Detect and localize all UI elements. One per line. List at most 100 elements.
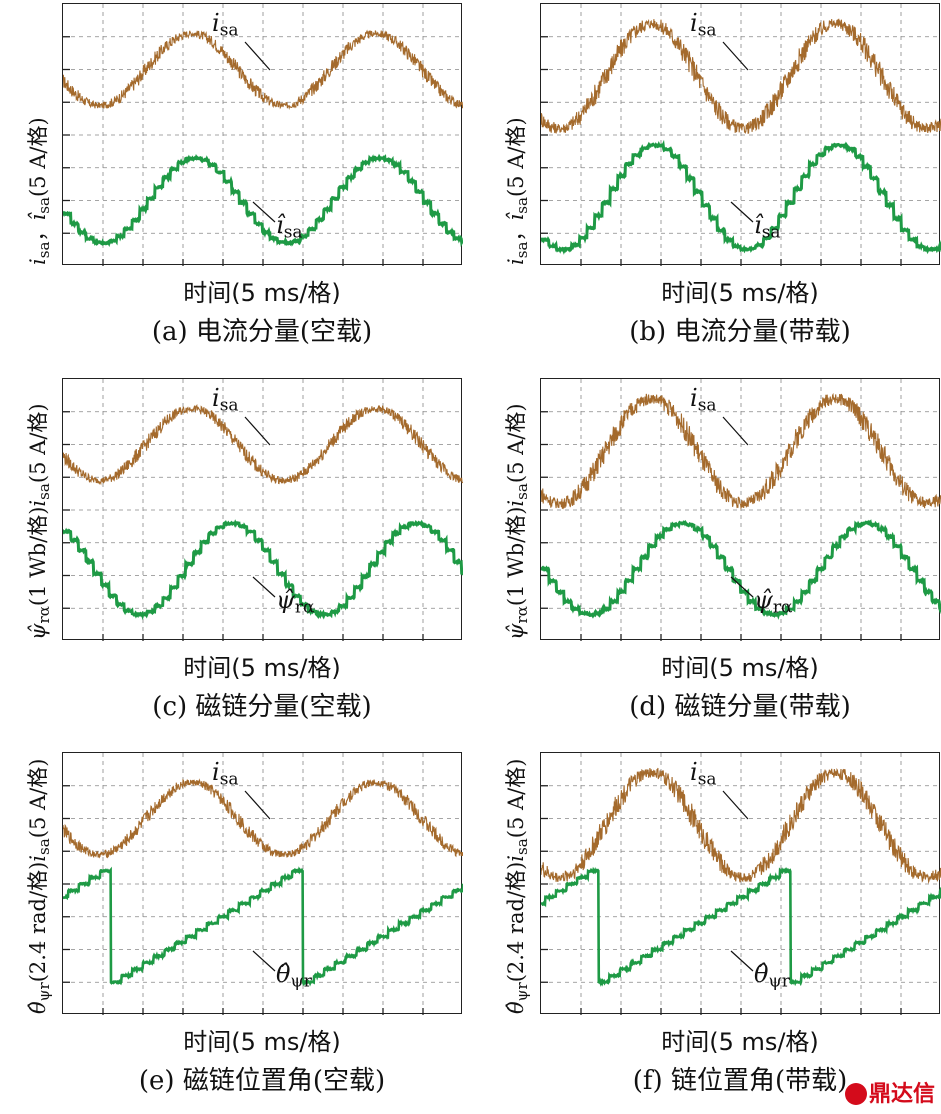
caption-b: (b) 电流分量(带载) bbox=[629, 317, 851, 347]
leader-top bbox=[244, 416, 271, 446]
oscilloscope-c bbox=[62, 378, 463, 641]
caption-d: (d) 磁链分量(带载) bbox=[629, 692, 851, 722]
label-isa-subscript: sa bbox=[697, 395, 717, 416]
label-isa-subscript: sa bbox=[697, 769, 717, 790]
label-isa-symbol: i bbox=[212, 9, 220, 37]
leader-bottom bbox=[730, 201, 754, 223]
label-estimate-symbol: θ̂ bbox=[754, 960, 769, 988]
ylabel-scale-1: (2.4 rad/格) bbox=[504, 861, 528, 983]
y-axis-label-d: ψ̂rα(1 Wb/格)isa(5 A/格) bbox=[500, 403, 531, 640]
label-isa-symbol: i bbox=[690, 9, 698, 37]
ylabel-separator: ， bbox=[504, 220, 528, 242]
ylabel-scale-1: (1 Wb/格) bbox=[26, 506, 50, 607]
leader-bottom bbox=[730, 576, 754, 598]
annotation-top-e: isa bbox=[212, 758, 239, 789]
ylabel-symbol-1: θ̂ bbox=[26, 1001, 50, 1014]
label-estimate-subscript: ψr bbox=[768, 971, 790, 992]
ylabel-symbol-1: θ̂ bbox=[504, 1001, 528, 1014]
label-estimate-symbol: î bbox=[754, 211, 762, 239]
label-estimate: îsa bbox=[754, 211, 781, 243]
label-isa: isa bbox=[212, 9, 239, 41]
brand-logo-icon bbox=[844, 1083, 867, 1105]
oscilloscope-e bbox=[62, 752, 463, 1015]
ylabel-scale-2: (5 A/格) bbox=[26, 403, 50, 484]
y-axis-label-b: isa，îsa(5 A/格) bbox=[500, 117, 531, 265]
y-axis-label-c: ψ̂rα(1 Wb/格)isa(5 A/格) bbox=[22, 403, 53, 640]
leader-bottom bbox=[252, 201, 276, 223]
label-estimate-symbol: ψ̂ bbox=[276, 586, 295, 614]
series-estimate-b bbox=[541, 139, 941, 255]
label-estimate-subscript: sa bbox=[283, 222, 303, 243]
caption-f: (f) 链位置角(带载) bbox=[632, 1066, 848, 1096]
plot-area-d bbox=[541, 379, 941, 641]
ylabel-subscript-2: sa bbox=[512, 838, 531, 855]
label-isa: isa bbox=[690, 758, 717, 790]
series-angle-e bbox=[63, 866, 463, 987]
annotation-top-f: isa bbox=[690, 758, 717, 789]
ylabel-symbol-2: î bbox=[504, 213, 528, 221]
ylabel-symbol-2: i bbox=[504, 855, 528, 862]
label-isa: isa bbox=[212, 384, 239, 416]
ylabel-scale-2: (5 A/格) bbox=[504, 117, 528, 198]
caption-e: (e) 磁链位置角(空载) bbox=[138, 1066, 386, 1096]
series-current-d bbox=[541, 392, 941, 510]
y-axis-label-e: θ̂ψr(2.4 rad/格)isa(5 A/格) bbox=[22, 759, 53, 1014]
label-estimate-subscript: rα bbox=[772, 597, 793, 618]
label-isa: isa bbox=[212, 758, 239, 789]
ylabel-symbol-2: i bbox=[26, 855, 50, 862]
ylabel-scale-2: (5 A/格) bbox=[504, 403, 528, 484]
plot-area-b bbox=[541, 4, 941, 266]
series-current-a bbox=[63, 29, 463, 111]
leader-top bbox=[722, 41, 749, 71]
brand-watermark: 鼎达信 bbox=[844, 1076, 935, 1108]
brand-name: 鼎达信 bbox=[868, 1082, 935, 1107]
series-current-e bbox=[63, 778, 463, 859]
ylabel-scale-2: (5 A/格) bbox=[26, 117, 50, 198]
ylabel-symbol-2: i bbox=[26, 499, 50, 507]
label-isa-symbol: i bbox=[212, 758, 220, 786]
label-isa-subscript: sa bbox=[219, 20, 239, 41]
oscilloscope-f bbox=[540, 752, 941, 1015]
ylabel-subscript-2: sa bbox=[34, 483, 53, 500]
leader-bottom bbox=[252, 950, 276, 972]
x-axis-label-b: 时间(5 ms/格) bbox=[661, 279, 819, 307]
label-estimate: ψ̂rα bbox=[276, 586, 314, 617]
ylabel-subscript-2: sa bbox=[512, 483, 531, 500]
series-current-b bbox=[541, 18, 941, 135]
leader-top bbox=[722, 416, 749, 446]
plot-area-e bbox=[63, 753, 463, 1015]
label-estimate-subscript: ψr bbox=[290, 971, 312, 992]
ylabel-symbol-1: ψ̂ bbox=[26, 623, 50, 640]
ylabel-scale-1: (2.4 rad/格) bbox=[26, 861, 50, 983]
plot-area-a bbox=[63, 4, 463, 266]
plot-area-c bbox=[63, 379, 463, 641]
ylabel-subscript-1: rα bbox=[34, 606, 53, 624]
label-estimate-subscript: sa bbox=[761, 222, 781, 243]
label-isa-subscript: sa bbox=[219, 395, 239, 416]
y-axis-label-a: isa，îsa(5 A/格) bbox=[22, 117, 53, 265]
label-isa: isa bbox=[690, 9, 717, 40]
series-current-c bbox=[63, 404, 463, 486]
series-angle-f bbox=[541, 866, 941, 987]
leader-top bbox=[722, 790, 749, 820]
ylabel-subscript-1: ψr bbox=[34, 982, 53, 1002]
ylabel-subscript-1: sa bbox=[512, 241, 531, 259]
ylabel-subscript-2: sa bbox=[34, 838, 53, 855]
label-isa-symbol: i bbox=[690, 758, 698, 786]
leader-bottom bbox=[730, 950, 754, 972]
x-axis-label-f: 时间(5 ms/格) bbox=[661, 1028, 819, 1056]
ylabel-subscript-2: sa bbox=[34, 197, 53, 214]
ylabel-subscript-1: sa bbox=[34, 241, 53, 259]
annotation-bottom-e: θ̂ψr bbox=[276, 960, 312, 991]
x-axis-label-e: 时间(5 ms/格) bbox=[183, 1028, 341, 1056]
leader-top bbox=[244, 790, 271, 820]
series-estimate-d bbox=[541, 519, 941, 620]
ylabel-separator: ， bbox=[26, 220, 50, 242]
leader-top bbox=[244, 41, 271, 71]
oscilloscope-d bbox=[540, 378, 941, 641]
series-current-f bbox=[541, 767, 941, 885]
leader-bottom bbox=[252, 576, 276, 598]
x-axis-label-a: 时间(5 ms/格) bbox=[183, 279, 341, 307]
caption-c: (c) 磁链分量(空载) bbox=[152, 692, 372, 722]
ylabel-scale-2: (5 A/格) bbox=[26, 758, 50, 839]
